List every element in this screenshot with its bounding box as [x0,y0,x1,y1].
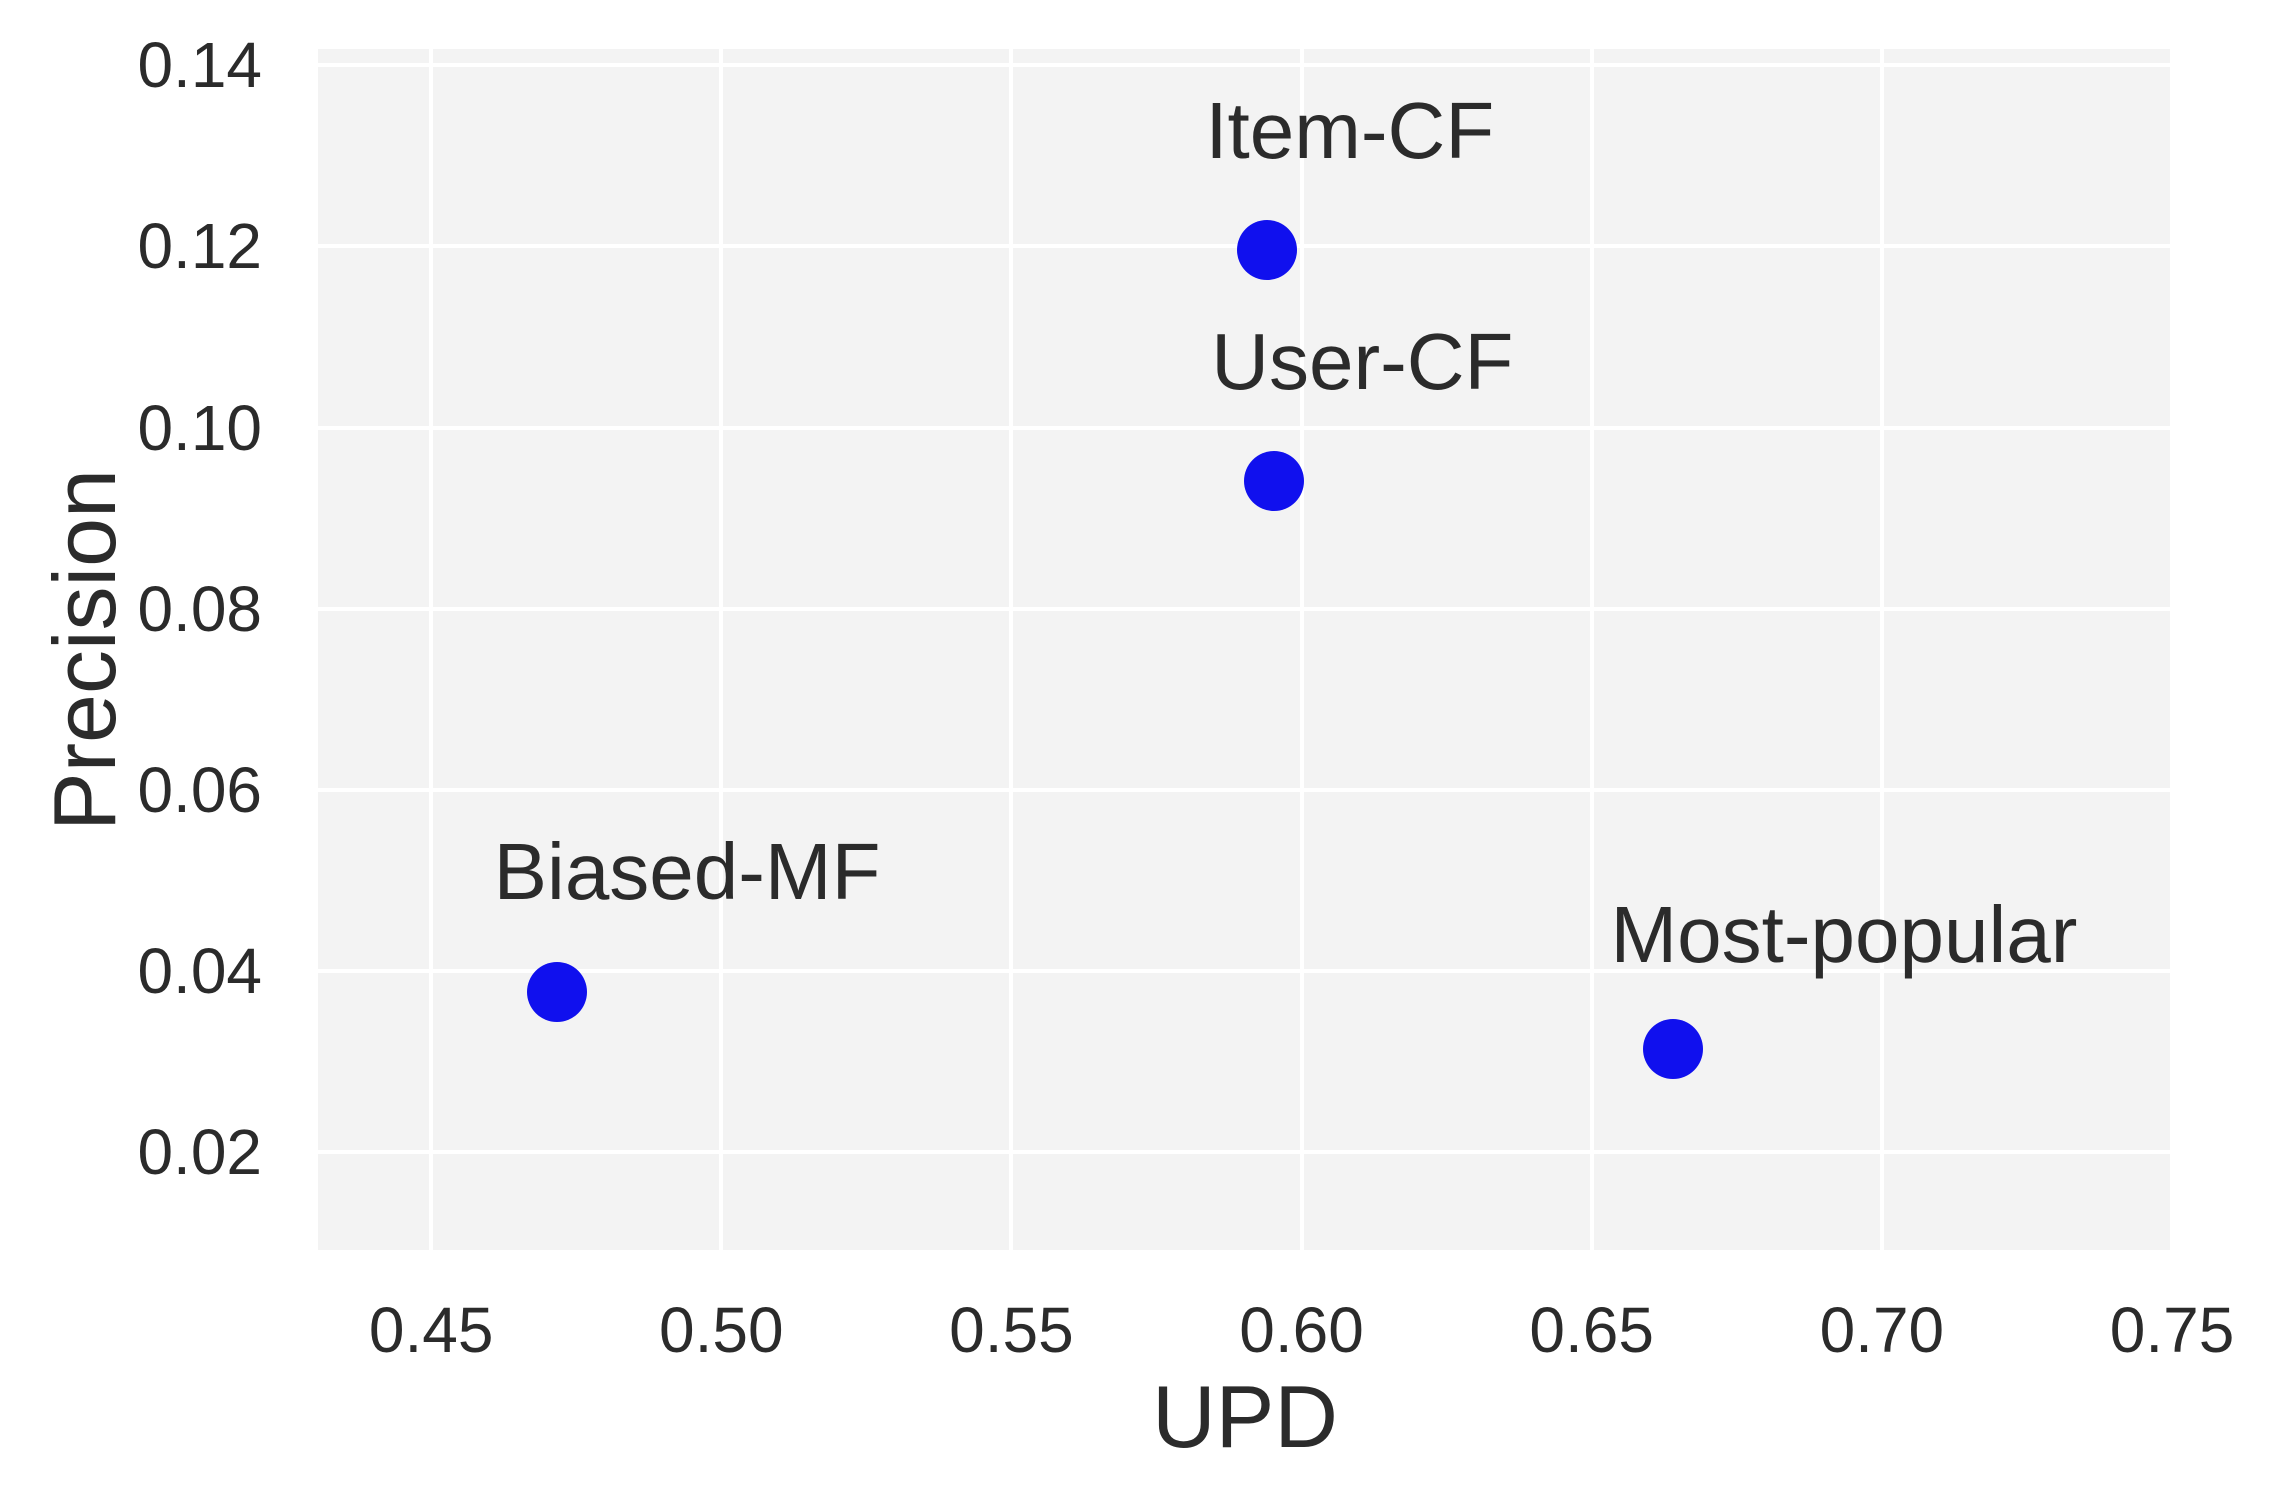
data-point-biased-mf [527,961,588,1022]
x-tick-label: 0.75 [2109,1294,2235,1366]
y-tick-label: 0.02 [137,1116,262,1189]
plot-area: Item-CF User-CF Biased-MF Most-popular [318,49,2172,1250]
y-tick-label: 0.10 [137,391,262,464]
x-axis-title: UPD [1152,1367,1338,1466]
x-tick-label: 0.45 [368,1294,494,1366]
y-gridline [318,63,2172,68]
x-gridline [1299,49,1304,1250]
data-point-most-popular [1642,1018,1703,1079]
x-gridline [1879,49,1884,1250]
y-tick-label: 0.06 [137,753,262,826]
x-tick-label: 0.60 [1239,1294,1364,1366]
x-gridline [1009,49,1014,1250]
data-point-item-cf [1236,220,1297,281]
x-gridline [1589,49,1594,1250]
y-gridline [318,425,2172,430]
point-label-item-cf: Item-CF [1205,86,1495,176]
x-tick-label: 0.70 [1819,1294,1945,1366]
data-point-user-cf [1244,451,1305,512]
x-gridline [429,49,434,1250]
y-tick-label: 0.12 [137,210,262,283]
point-label-user-cf: User-CF [1211,317,1514,407]
y-tick-label: 0.04 [137,935,262,1008]
y-gridline [318,606,2172,611]
y-tick-label: 0.14 [137,29,262,102]
y-gridline [318,1150,2172,1155]
x-tick-label: 0.65 [1529,1294,1654,1366]
x-tick-label: 0.50 [659,1294,784,1366]
x-tick-label: 0.55 [949,1294,1074,1366]
y-axis-title: Precision [35,469,134,831]
x-gridline [719,49,724,1250]
y-gridline [318,969,2172,974]
y-gridline [318,787,2172,792]
x-gridline [2170,49,2172,1250]
point-label-most-popular: Most-popular [1610,889,2078,979]
point-label-biased-mf: Biased-MF [493,826,881,916]
y-tick-label: 0.08 [137,572,262,645]
